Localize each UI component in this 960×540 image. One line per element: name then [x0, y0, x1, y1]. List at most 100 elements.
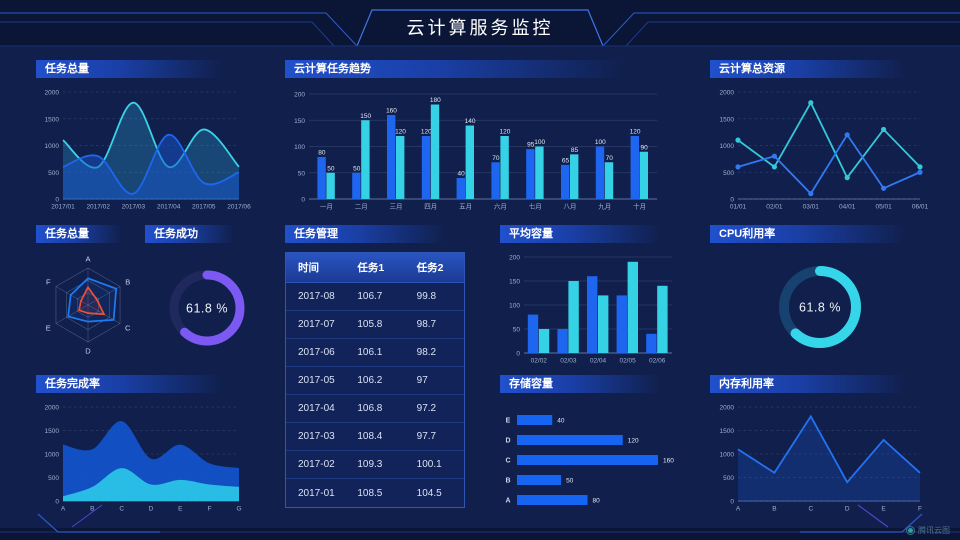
svg-text:2000: 2000	[720, 405, 735, 412]
table-cell: 108.4	[357, 431, 383, 442]
svg-text:E: E	[881, 506, 886, 513]
svg-text:D: D	[505, 438, 510, 445]
svg-text:500: 500	[48, 170, 59, 177]
svg-text:2017/04: 2017/04	[157, 204, 181, 211]
svg-text:0: 0	[55, 499, 59, 506]
table-cell: 98.2	[416, 347, 437, 358]
table-cell: 2017-04	[298, 403, 335, 414]
table-cell: 104.5	[416, 487, 442, 499]
svg-text:100: 100	[509, 303, 520, 310]
svg-text:2017/06: 2017/06	[227, 204, 251, 211]
cloud-logo-icon	[906, 526, 915, 535]
memory-line-chart[interactable]: 0 500 1000 1500 2000 A B C D E F	[710, 395, 930, 515]
svg-text:1000: 1000	[45, 452, 60, 459]
total-resources-line-chart[interactable]: 0 500 1000 1500 2000 01/01 02/01 03/01 04/01 05/0…	[710, 80, 930, 215]
svg-text:2017/05: 2017/05	[192, 204, 216, 211]
table-cell: 2017-07	[298, 319, 335, 330]
svg-text:61.8 %: 61.8 %	[799, 301, 841, 315]
panel-title-task-trend: 云计算任务趋势	[285, 60, 665, 78]
svg-text:70: 70	[606, 155, 614, 162]
table-cell: 98.7	[416, 319, 437, 330]
svg-text:C: C	[119, 506, 124, 513]
svg-text:八月: 八月	[564, 203, 577, 211]
svg-text:F: F	[918, 506, 922, 513]
table-cell: 2017-08	[298, 291, 335, 302]
svg-text:40: 40	[457, 171, 465, 178]
svg-text:0: 0	[730, 197, 734, 204]
table-row: 2017-05 106.2 97	[286, 367, 464, 395]
task-total-area-chart[interactable]: 0 500 1000 1500 2000 2017/01 2017/02 2017/03 201…	[36, 80, 252, 215]
table-row: 2017-06 106.1 98.2	[286, 339, 464, 367]
avg-capacity-bar-chart[interactable]: 0 50 100 150 200 02/02 02/03 02/04 02/05 02/06	[500, 245, 680, 369]
svg-text:B: B	[125, 278, 130, 287]
panel-title-task-success: 任务成功	[145, 225, 245, 243]
page-title: 云计算服务监控	[406, 18, 554, 38]
svg-text:2017/01: 2017/01	[51, 204, 75, 211]
svg-text:02/04: 02/04	[590, 358, 607, 365]
svg-text:D: D	[85, 346, 91, 355]
svg-text:160: 160	[663, 458, 674, 465]
storage-hbar-chart[interactable]: E 40 D 120 C 160 B 50 A 80	[500, 395, 680, 515]
panel-task-success: 任务成功 61.8 %	[145, 225, 245, 346]
cpu-gauge[interactable]: 61.8 %	[710, 245, 930, 369]
svg-text:120: 120	[421, 129, 432, 136]
footer-band	[0, 528, 960, 540]
svg-text:A: A	[505, 498, 510, 505]
svg-text:1000: 1000	[720, 143, 735, 150]
svg-text:120: 120	[628, 438, 639, 445]
table-cell: 2017-01	[298, 487, 335, 499]
svg-text:150: 150	[360, 113, 371, 120]
panel-title-task-table: 任务管理	[285, 225, 465, 243]
table-cell: 97.2	[416, 403, 437, 414]
svg-text:150: 150	[294, 118, 305, 125]
panel-completion: 任务完成率 0 500 1000 1500 2000 A B C D E F G	[36, 375, 245, 513]
table-header-row: 时间 任务1 任务2	[286, 253, 464, 283]
panel-task-radar: 任务总量 A B C D E F	[36, 225, 132, 355]
svg-text:E: E	[46, 323, 51, 332]
svg-text:70: 70	[492, 155, 500, 162]
table-row: 2017-02 109.3 100.1	[286, 451, 464, 479]
svg-text:02/02: 02/02	[531, 358, 548, 365]
svg-text:200: 200	[294, 92, 305, 99]
svg-text:B: B	[772, 506, 776, 513]
task-table: 时间 任务1 任务2 2017-08 106.7 99.8 2017-07 105.8 98.7…	[285, 252, 465, 508]
svg-text:六月: 六月	[494, 202, 507, 211]
svg-text:80: 80	[593, 498, 601, 505]
svg-text:E: E	[178, 506, 183, 513]
table-cell: 2017-02	[298, 459, 335, 470]
table-cell: 105.8	[357, 319, 383, 330]
svg-text:100: 100	[534, 139, 545, 146]
svg-text:50: 50	[566, 478, 574, 485]
svg-text:200: 200	[509, 255, 520, 262]
svg-text:120: 120	[499, 129, 510, 136]
column-header: 时间	[298, 262, 319, 274]
panel-title-storage: 存储容量	[500, 375, 680, 393]
table-cell: 97	[416, 375, 428, 386]
task-success-gauge[interactable]: 61.8 %	[145, 245, 245, 369]
svg-text:04/01: 04/01	[839, 204, 856, 211]
svg-text:E: E	[506, 418, 511, 425]
svg-text:1500: 1500	[720, 428, 735, 435]
svg-text:02/06: 02/06	[649, 358, 666, 365]
svg-text:01/01: 01/01	[730, 204, 747, 211]
svg-text:50: 50	[298, 170, 306, 177]
watermark: 腾讯云图	[906, 525, 950, 536]
completion-area-chart[interactable]: 0 500 1000 1500 2000 A B C D E F G	[36, 395, 245, 515]
svg-text:80: 80	[318, 150, 326, 157]
table-cell: 108.5	[357, 487, 383, 499]
svg-text:三月: 三月	[390, 203, 403, 211]
task-trend-bar-chart[interactable]: 0 50 100 150 200 一月 80 50 二月 50 150 三月 160 120 四月 120 18…	[285, 80, 665, 215]
svg-text:100: 100	[595, 139, 606, 146]
table-row: 2017-04 106.8 97.2	[286, 395, 464, 423]
svg-text:0: 0	[301, 197, 305, 204]
svg-text:1000: 1000	[720, 452, 735, 459]
svg-text:50: 50	[327, 165, 335, 172]
svg-text:1000: 1000	[45, 143, 60, 150]
svg-text:100: 100	[294, 144, 305, 151]
svg-text:120: 120	[630, 129, 641, 136]
table-row: 2017-01 108.5 104.5	[286, 479, 464, 507]
task-radar-chart[interactable]: A B C D E F	[36, 245, 141, 369]
svg-text:B: B	[505, 478, 510, 485]
svg-text:90: 90	[640, 144, 648, 151]
svg-text:02/01: 02/01	[766, 204, 783, 211]
